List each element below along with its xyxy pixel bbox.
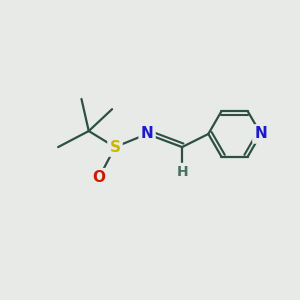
Text: S: S	[110, 140, 121, 154]
Text: N: N	[254, 127, 267, 142]
Text: H: H	[176, 165, 188, 179]
Text: O: O	[92, 170, 106, 185]
Text: N: N	[141, 127, 154, 142]
